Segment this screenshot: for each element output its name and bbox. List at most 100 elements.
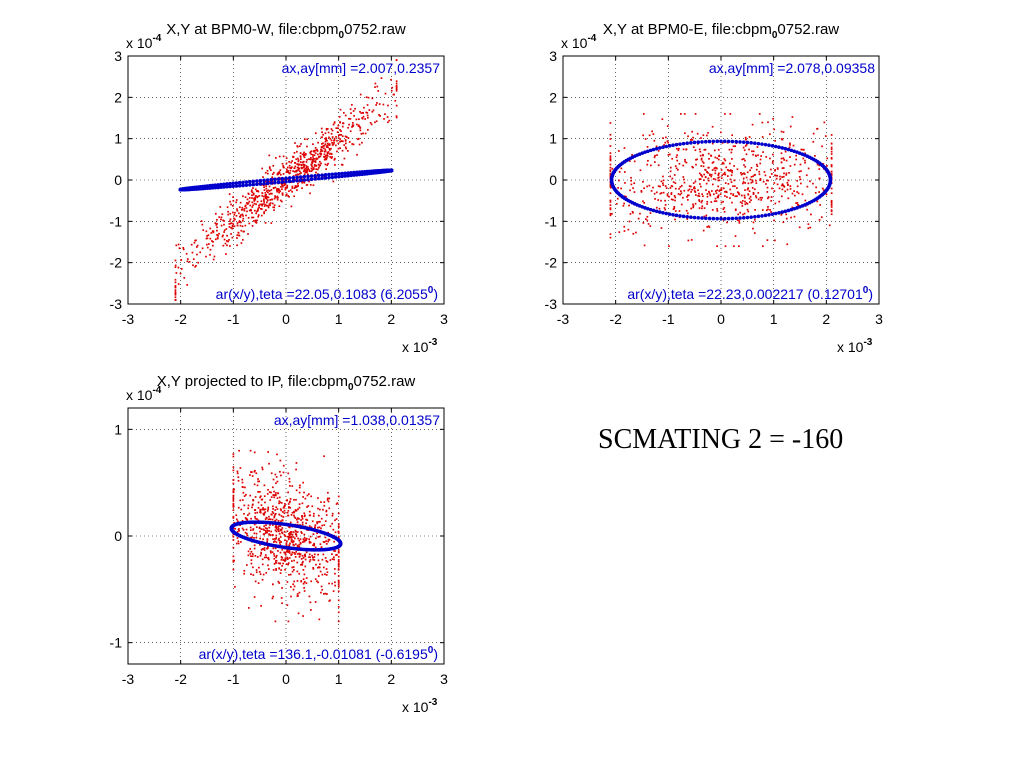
data-point <box>252 528 255 530</box>
data-point <box>341 125 344 128</box>
x-axis-multiplier: x 10-3 <box>402 697 438 715</box>
data-point <box>729 169 732 171</box>
data-point <box>609 163 612 166</box>
data-point <box>755 155 757 157</box>
data-point <box>723 206 726 209</box>
data-point <box>733 179 736 182</box>
data-point <box>609 184 612 187</box>
data-point <box>325 157 328 159</box>
data-point <box>240 221 242 224</box>
data-point <box>714 172 717 175</box>
data-point <box>307 505 310 507</box>
data-point <box>830 201 833 204</box>
data-point <box>335 554 337 557</box>
data-point <box>277 492 280 495</box>
data-point <box>745 202 748 204</box>
data-point <box>338 116 341 118</box>
data-point <box>285 162 288 165</box>
data-point <box>750 199 752 202</box>
data-point <box>287 171 290 174</box>
data-point <box>686 199 689 201</box>
data-point <box>759 196 762 199</box>
data-point <box>623 171 626 173</box>
data-point <box>729 170 732 172</box>
data-point <box>266 547 269 550</box>
data-point <box>245 214 247 217</box>
ellipse-point <box>753 141 757 146</box>
data-point <box>768 133 771 136</box>
data-point <box>792 144 795 147</box>
data-point <box>757 198 760 201</box>
data-point <box>339 147 341 149</box>
data-point <box>714 156 717 159</box>
data-point <box>322 541 325 543</box>
data-point <box>656 154 658 156</box>
data-point <box>232 568 235 571</box>
data-point <box>260 208 263 210</box>
data-point <box>694 180 697 183</box>
data-point <box>277 525 280 528</box>
data-point <box>305 166 308 169</box>
data-point <box>290 167 292 170</box>
ellipse-point <box>389 168 394 173</box>
data-point <box>318 521 320 523</box>
data-point <box>264 501 266 504</box>
data-point <box>214 222 217 224</box>
data-point <box>326 497 329 500</box>
data-point <box>260 200 263 203</box>
data-point <box>682 176 685 178</box>
data-point <box>265 517 268 519</box>
ellipse-point <box>789 148 794 153</box>
data-point <box>250 555 252 558</box>
data-point <box>700 173 702 176</box>
data-point <box>303 533 306 536</box>
data-point <box>192 258 195 261</box>
data-point <box>822 189 825 192</box>
data-point <box>336 553 338 556</box>
data-point <box>303 539 306 542</box>
data-point <box>706 200 709 203</box>
ellipse-point <box>700 216 704 220</box>
data-point <box>701 193 704 195</box>
data-point <box>257 506 260 509</box>
data-point <box>339 138 341 141</box>
data-point <box>664 204 667 206</box>
data-point <box>693 190 696 192</box>
data-point <box>782 157 785 160</box>
data-point <box>291 485 294 487</box>
data-point <box>325 514 328 516</box>
data-point <box>216 229 218 232</box>
data-point <box>313 149 315 152</box>
data-point <box>774 239 776 242</box>
y-tick-label: -1 <box>110 635 123 651</box>
data-point <box>330 132 333 135</box>
data-point <box>753 232 756 234</box>
data-point <box>239 524 241 527</box>
data-point <box>774 169 776 172</box>
data-point <box>304 153 307 156</box>
data-point <box>830 165 833 168</box>
data-point <box>333 141 335 144</box>
data-point <box>793 163 796 166</box>
data-point <box>285 171 288 173</box>
data-point <box>232 469 235 472</box>
data-point <box>288 160 291 163</box>
data-point <box>317 163 320 166</box>
data-point <box>273 555 276 557</box>
data-point <box>278 513 281 516</box>
data-point <box>238 220 241 222</box>
data-point <box>298 518 300 520</box>
data-point <box>744 200 746 203</box>
data-point <box>272 524 274 526</box>
data-point <box>324 150 327 153</box>
data-point <box>285 157 288 160</box>
data-point <box>688 185 691 188</box>
data-point <box>279 572 282 574</box>
data-point <box>248 200 251 203</box>
data-point <box>287 170 289 172</box>
data-point <box>342 122 344 125</box>
data-point <box>280 569 283 571</box>
data-point <box>743 164 745 166</box>
data-point <box>272 508 274 510</box>
data-point <box>736 191 739 193</box>
